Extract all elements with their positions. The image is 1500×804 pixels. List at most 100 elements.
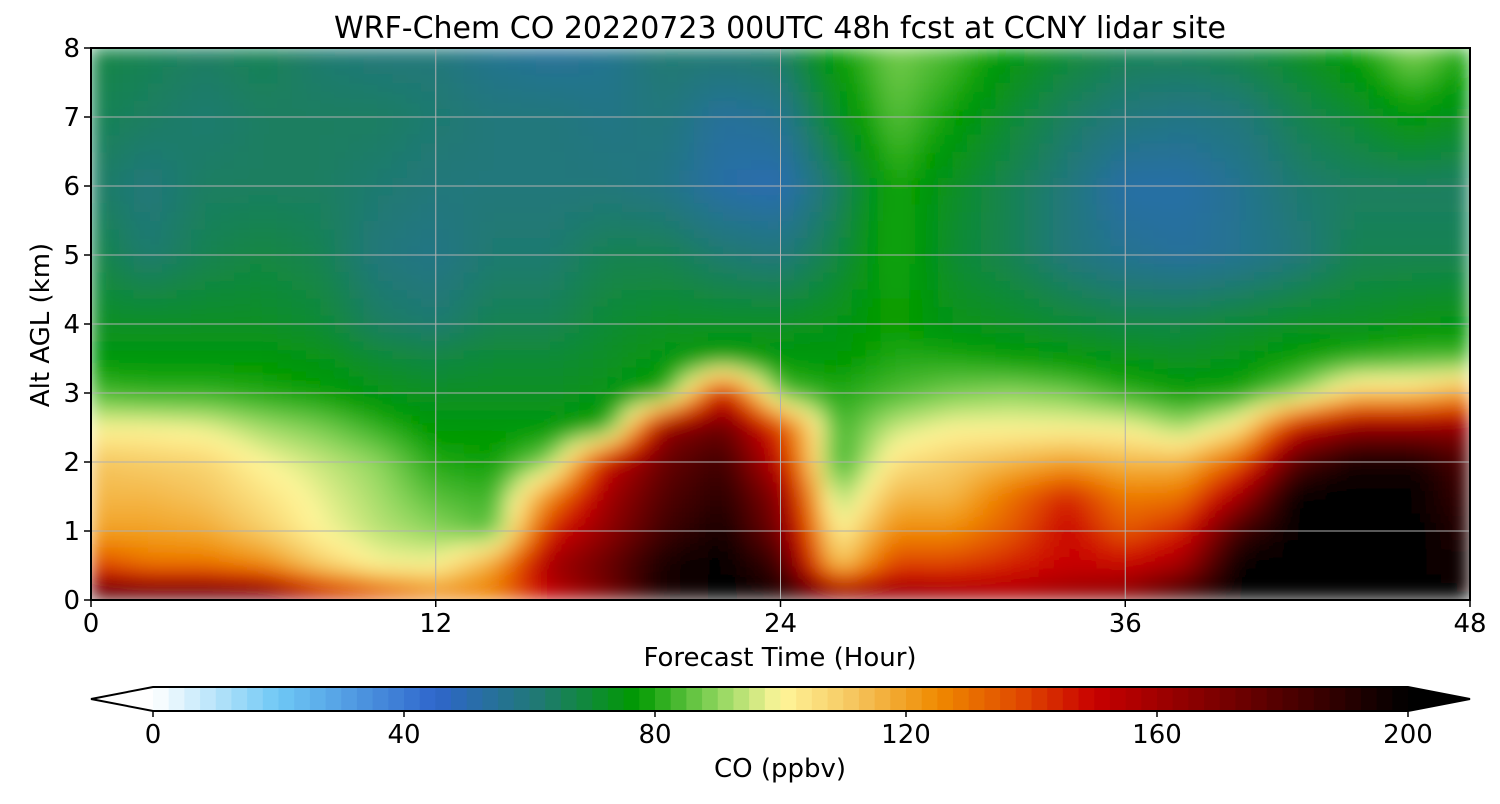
heatmap-cell [851, 504, 868, 515]
heatmap-cell [1110, 401, 1126, 411]
heatmap-cell [1124, 539, 1141, 549]
heatmap-cell [507, 530, 523, 541]
heatmap-cell [1340, 314, 1356, 325]
heatmap-cell [1182, 401, 1198, 411]
heatmap-cell [1024, 332, 1040, 342]
heatmap-cell [1368, 478, 1385, 489]
heatmap-cell [1340, 340, 1356, 351]
heatmap-cell [420, 401, 437, 411]
heatmap-cell [837, 220, 853, 230]
heatmap-cell [406, 444, 422, 454]
heatmap-cell [507, 263, 523, 273]
heatmap-cell [1397, 202, 1414, 213]
heatmap-cell [320, 194, 336, 204]
heatmap-cell [1239, 452, 1256, 463]
heatmap-cell [794, 573, 810, 584]
heatmap-cell [550, 418, 566, 428]
heatmap-cell [780, 220, 796, 230]
heatmap-cell [751, 565, 767, 575]
heatmap-cell [191, 444, 207, 454]
heatmap-cell [1311, 332, 1327, 342]
heatmap-cell [1167, 202, 1184, 213]
heatmap-cell [1024, 392, 1040, 403]
heatmap-cell [377, 496, 394, 506]
heatmap-cell [1067, 151, 1083, 161]
heatmap-cell [923, 435, 940, 446]
heatmap-cell [823, 504, 839, 515]
heatmap-cell [1196, 228, 1212, 239]
heatmap-cell [564, 220, 580, 230]
heatmap-cell [578, 245, 595, 256]
heatmap-cell [1397, 366, 1414, 377]
heatmap-cell [234, 289, 250, 299]
heatmap-cell [1268, 418, 1284, 428]
heatmap-cell [909, 340, 925, 351]
heatmap-cell [363, 245, 379, 256]
heatmap-cell [708, 418, 724, 428]
heatmap-cell [794, 539, 810, 549]
heatmap-cell [736, 556, 753, 566]
heatmap-cell [909, 280, 925, 290]
heatmap-cell [564, 332, 580, 342]
heatmap-cell [320, 496, 336, 506]
heatmap-cell [564, 323, 580, 334]
heatmap-cell [894, 590, 911, 600]
heatmap-cell [995, 220, 1011, 230]
heatmap-cell [162, 254, 178, 265]
heatmap-cell [1081, 375, 1098, 385]
heatmap-cell [550, 521, 566, 532]
heatmap-cell [1124, 530, 1141, 541]
heatmap-cell [91, 176, 106, 187]
heatmap-cell [851, 211, 868, 221]
heatmap-cell [1311, 444, 1327, 454]
heatmap-cell [837, 340, 853, 351]
heatmap-cell [176, 151, 193, 161]
heatmap-cell [1383, 332, 1399, 342]
heatmap-cell [923, 159, 940, 170]
heatmap-cell [1210, 582, 1227, 592]
heatmap-cell [1124, 340, 1141, 351]
heatmap-cell [966, 237, 983, 247]
heatmap-cell [679, 375, 695, 385]
heatmap-cell [966, 349, 983, 359]
heatmap-cell [1009, 314, 1026, 325]
heatmap-cell [535, 539, 552, 549]
heatmap-cell [722, 323, 738, 334]
heatmap-cell [1368, 573, 1385, 584]
heatmap-cell [349, 435, 365, 446]
heatmap-cell [334, 478, 351, 489]
heatmap-cell [1311, 556, 1327, 566]
heatmap-cell [392, 478, 408, 489]
heatmap-cell [708, 556, 724, 566]
heatmap-cell [708, 521, 724, 532]
heatmap-cell [1383, 159, 1399, 170]
heatmap-cell [277, 340, 293, 351]
heatmap-cell [377, 470, 394, 480]
heatmap-cell [621, 487, 638, 497]
heatmap-cell [104, 254, 121, 265]
heatmap-cell [708, 263, 724, 273]
heatmap-cell [938, 176, 954, 187]
heatmap-cell [1038, 194, 1054, 204]
heatmap-cell [1196, 280, 1212, 290]
heatmap-cell [1455, 504, 1470, 515]
heatmap-cell [133, 401, 149, 411]
heatmap-cell [91, 392, 106, 403]
heatmap-cell [1340, 168, 1356, 178]
heatmap-cell [147, 461, 164, 472]
heatmap-cell [880, 590, 896, 600]
heatmap-cell [1325, 444, 1342, 454]
heatmap-cell [1311, 366, 1327, 377]
heatmap-cell [1225, 211, 1241, 221]
heatmap-cell [1124, 168, 1141, 178]
heatmap-cell [363, 444, 379, 454]
heatmap-cell [176, 487, 193, 497]
heatmap-cell [1167, 366, 1184, 377]
heatmap-cell [492, 521, 509, 532]
heatmap-cell [377, 254, 394, 265]
heatmap-cell [262, 271, 279, 282]
heatmap-cell [1254, 194, 1270, 204]
heatmap-cell [1009, 168, 1026, 178]
heatmap-cell [1297, 349, 1313, 359]
heatmap-cell [219, 392, 236, 403]
